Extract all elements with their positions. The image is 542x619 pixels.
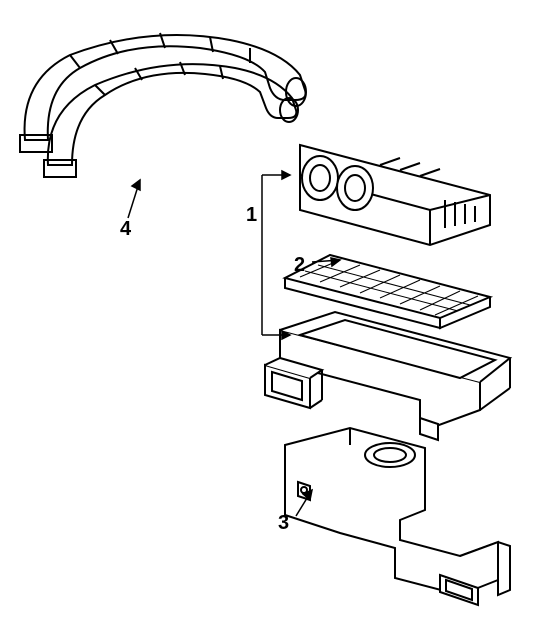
air-cleaner-lower-housing: [265, 312, 510, 440]
parts-diagram: [0, 0, 542, 619]
callout-4: 4: [120, 218, 131, 241]
air-cleaner-cover: [300, 145, 490, 245]
callout-2: 2: [294, 254, 305, 277]
air-intake-hose: [20, 33, 306, 177]
air-inlet-duct: [285, 428, 510, 605]
air-filter-element: [285, 255, 490, 328]
callout-3: 3: [278, 512, 289, 535]
callout-1: 1: [246, 204, 257, 227]
